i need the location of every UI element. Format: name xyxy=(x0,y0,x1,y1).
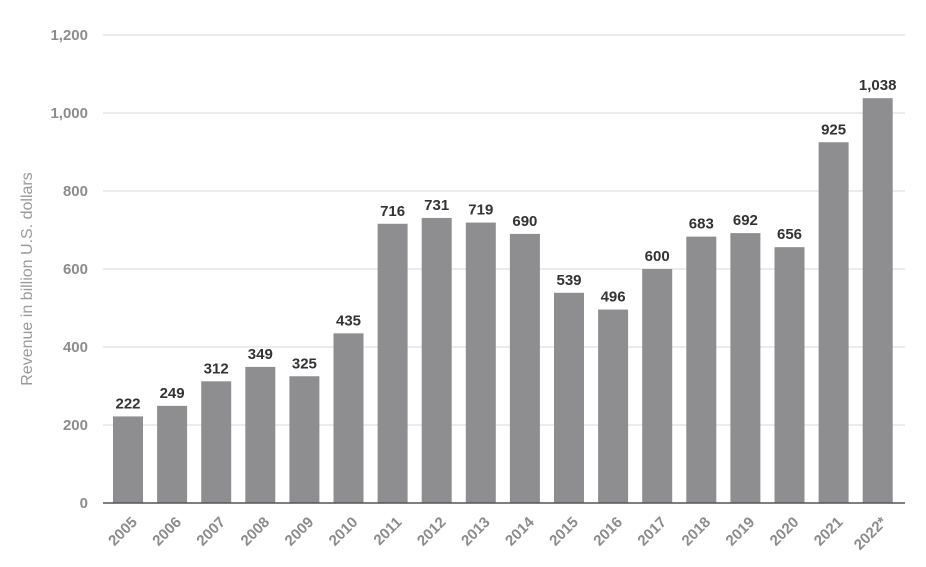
x-tick-label: 2014 xyxy=(502,513,538,549)
data-label: 222 xyxy=(115,395,140,412)
bar xyxy=(730,233,761,503)
y-tick-label: 0 xyxy=(80,495,88,512)
bar xyxy=(245,366,276,503)
bar xyxy=(686,236,717,503)
bar xyxy=(862,98,893,504)
data-label: 731 xyxy=(424,197,449,214)
bar xyxy=(465,222,496,503)
x-tick-label: 2008 xyxy=(238,514,274,550)
bar xyxy=(201,381,232,503)
x-tick-label: 2015 xyxy=(546,514,582,550)
data-label: 600 xyxy=(645,248,670,265)
data-label: 312 xyxy=(204,360,229,377)
y-axis-ticks: 0 200 400 600 800 1,000 1,200 xyxy=(50,27,88,512)
x-tick-label: 2019 xyxy=(723,514,759,550)
y-tick-label: 400 xyxy=(63,339,88,356)
bar xyxy=(289,376,320,503)
data-label: 435 xyxy=(336,312,361,329)
bar xyxy=(774,247,805,503)
bar xyxy=(642,269,673,503)
y-tick-label: 200 xyxy=(63,417,88,434)
data-label: 656 xyxy=(777,226,802,243)
x-tick-label: 2005 xyxy=(105,514,141,550)
data-labels: 222 249 312 349 325 435 716 731 719 690 539 496 600 6… xyxy=(115,77,896,412)
x-tick-label: 2006 xyxy=(149,514,185,550)
data-label: 925 xyxy=(821,121,846,138)
data-label: 325 xyxy=(292,355,317,372)
bar xyxy=(509,233,540,503)
bar xyxy=(598,309,629,503)
data-label: 692 xyxy=(733,212,758,229)
y-tick-label: 800 xyxy=(63,183,88,200)
x-tick-label: 2013 xyxy=(458,514,494,550)
data-label: 249 xyxy=(160,385,185,402)
bar xyxy=(157,405,188,503)
data-label: 690 xyxy=(512,213,537,230)
x-tick-label: 2022* xyxy=(851,514,891,554)
data-label: 1,038 xyxy=(859,77,897,94)
bar xyxy=(113,416,143,503)
data-label: 349 xyxy=(248,346,273,363)
bar xyxy=(377,223,408,503)
data-label: 496 xyxy=(601,289,626,306)
y-tick-label: 1,000 xyxy=(50,105,88,122)
gridlines xyxy=(103,34,905,426)
bars xyxy=(113,98,893,504)
y-axis-title: Revenue in billion U.S. dollars xyxy=(19,172,36,385)
x-tick-label: 2011 xyxy=(370,514,405,549)
y-tick-label: 600 xyxy=(63,261,88,278)
x-tick-label: 2007 xyxy=(193,514,229,550)
bar xyxy=(554,292,584,503)
x-tick-label: 2010 xyxy=(326,514,362,550)
bar xyxy=(333,333,364,503)
x-tick-label: 2012 xyxy=(414,514,450,550)
data-label: 719 xyxy=(468,202,493,219)
x-tick-label: 2016 xyxy=(590,514,626,550)
x-tick-label: 2021 xyxy=(811,514,847,550)
data-label: 539 xyxy=(556,272,581,289)
x-axis-ticks: 2005 2006 2007 2008 2009 2010 2011 2012 2013 2014… xyxy=(105,513,890,553)
bar xyxy=(421,217,452,503)
bar xyxy=(818,142,849,503)
data-label: 716 xyxy=(380,203,405,220)
x-tick-label: 2009 xyxy=(282,514,318,550)
y-tick-label: 1,200 xyxy=(50,27,88,44)
x-tick-label: 2017 xyxy=(634,514,670,550)
x-tick-label: 2018 xyxy=(679,514,715,550)
x-tick-label: 2020 xyxy=(767,514,803,550)
data-label: 683 xyxy=(689,216,714,233)
